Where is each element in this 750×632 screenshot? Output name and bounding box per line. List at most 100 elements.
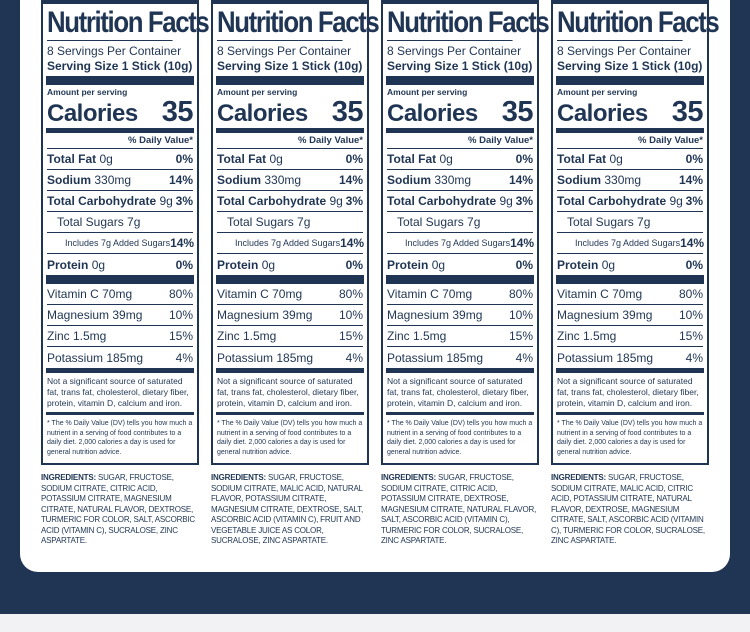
content-card: MANGO Nutrition Facts 8 Servings Per Con…	[20, 0, 730, 572]
potassium: Potassium 185mg	[387, 350, 484, 365]
calories-row: Calories 35	[387, 96, 534, 128]
ingredients: INGREDIENTS: SUGAR, FRUCTOSE, SODIUM CIT…	[41, 473, 199, 547]
carbohydrate-percent: 3%	[685, 194, 703, 208]
flavor-label: ACAI	[213, 0, 367, 4]
total-fat-label: Total Fat	[557, 152, 607, 166]
calories-value: 35	[161, 96, 194, 128]
daily-value-header: % Daily Value*	[557, 133, 703, 149]
calories-label: Calories	[557, 100, 648, 127]
calories-label: Calories	[47, 100, 138, 127]
calories-row: Calories 35	[217, 98, 364, 128]
added-sugars: Includes 7g Added Sugars	[65, 238, 171, 248]
total-fat-label: Total Fat	[47, 152, 97, 166]
potassium-row: Potassium 185mg 4%	[387, 347, 533, 368]
sodium-label: Sodium	[387, 173, 431, 187]
sodium-amount: 330mg	[604, 173, 642, 187]
total-sugars: Total Sugars 7g	[397, 215, 481, 229]
flavor-label: PINEAPPLE COCONUT	[553, 0, 707, 4]
sodium-label: Sodium	[217, 173, 261, 187]
ingredients-label: INGREDIENTS:	[211, 473, 266, 482]
daily-value-footnote: * The % Daily Value (DV) tells you how m…	[216, 412, 364, 459]
magnesium-percent: 10%	[678, 308, 703, 322]
total-sugars: Total Sugars 7g	[57, 215, 141, 229]
serving-size: Serving Size 1 Stick (10g)	[557, 59, 703, 73]
not-significant-source: Not a significant source of saturated fa…	[387, 376, 529, 408]
zinc-row: Zinc 1.5mg 15%	[557, 326, 703, 347]
nutrition-facts-title: Nutrition Facts	[557, 6, 720, 41]
zinc-percent: 15%	[678, 329, 703, 343]
sodium-row: Sodium 330mg 14%	[387, 170, 533, 191]
magnesium-row: Magnesium 39mg 10%	[47, 305, 193, 326]
vitamin-c: Vitamin C 70mg	[557, 287, 643, 301]
ingredients-label: INGREDIENTS:	[381, 473, 436, 482]
amount-per-serving: Amount per serving	[47, 87, 128, 97]
total-fat-amount: 0g	[99, 152, 113, 166]
divider-thick	[556, 275, 704, 284]
total-fat-percent: 0%	[345, 152, 363, 166]
nutrition-facts-panel: PINEAPPLE COCONUT Nutrition Facts 8 Serv…	[551, 0, 720, 465]
added-sugars: Includes 7g Added Sugars	[405, 238, 511, 248]
sodium-label: Sodium	[557, 173, 601, 187]
magnesium-row: Magnesium 39mg 10%	[387, 305, 533, 326]
protein-label: Protein	[557, 257, 599, 272]
potassium-percent: 4%	[515, 350, 533, 365]
divider-medium	[556, 128, 704, 133]
serving-size: Serving Size 1 Stick (10g)	[47, 59, 193, 73]
vitamin-c-row: Vitamin C 70mg 80%	[387, 284, 533, 305]
calories-value: 35	[501, 96, 534, 128]
carbohydrate-percent: 3%	[175, 194, 193, 208]
flavor-column-passion-fruit: PASSION FRUIT Nutrition Facts 8 Servings…	[381, 0, 550, 547]
protein-row: Protein 0g 0%	[47, 254, 193, 275]
sodium-percent: 14%	[508, 173, 533, 187]
potassium: Potassium 185mg	[47, 350, 144, 365]
servings-per-container: 8 Servings Per Container	[387, 44, 522, 58]
calories-label: Calories	[387, 100, 478, 127]
divider-medium	[386, 128, 534, 133]
total-fat-percent: 0%	[685, 152, 703, 166]
nutrition-facts-title: Nutrition Facts	[217, 6, 380, 41]
sodium-row: Sodium 330mg 14%	[217, 170, 363, 191]
flavor-column-mango: MANGO Nutrition Facts 8 Servings Per Con…	[41, 0, 210, 547]
potassium-row: Potassium 185mg 4%	[557, 347, 703, 368]
nutrition-facts-title: Nutrition Facts	[387, 6, 550, 41]
added-sugars-row: Includes 7g Added Sugars 14%	[387, 233, 534, 254]
protein-percent: 0%	[515, 257, 533, 272]
flavor-label: MANGO	[43, 0, 197, 4]
vitamin-c-percent: 80%	[508, 287, 533, 301]
added-sugars-row: Includes 7g Added Sugars 14%	[557, 233, 705, 254]
total-fat-row: Total Fat 0g 0%	[557, 149, 703, 170]
divider-medium	[556, 368, 704, 373]
daily-value-header: % Daily Value*	[47, 133, 193, 149]
carbohydrate-label: Total Carbohydrate	[557, 194, 667, 208]
zinc-percent: 15%	[338, 329, 363, 343]
serving-size: Serving Size 1 Stick (10g)	[217, 59, 363, 73]
ingredients-label: INGREDIENTS:	[41, 473, 96, 482]
magnesium-percent: 10%	[168, 308, 193, 322]
zinc-percent: 15%	[508, 329, 533, 343]
protein-amount: 0g	[91, 257, 106, 272]
magnesium-row: Magnesium 39mg 10%	[217, 305, 363, 326]
protein-percent: 0%	[175, 257, 193, 272]
protein-label: Protein	[217, 257, 259, 272]
protein-row: Protein 0g 0%	[557, 254, 703, 275]
total-fat-row: Total Fat 0g 0%	[387, 149, 533, 170]
sodium-amount: 330mg	[434, 173, 472, 187]
total-fat-label: Total Fat	[217, 152, 267, 166]
carbohydrate-row: Total Carbohydrate 9g 3%	[47, 191, 193, 212]
carbohydrate-percent: 3%	[345, 194, 363, 208]
bottom-strip	[0, 614, 750, 632]
sodium-amount: 330mg	[94, 173, 132, 187]
not-significant-source: Not a significant source of saturated fa…	[47, 376, 189, 408]
not-significant-source: Not a significant source of saturated fa…	[557, 376, 699, 408]
potassium: Potassium 185mg	[217, 350, 314, 365]
added-sugars-percent: 14%	[680, 236, 705, 250]
magnesium-row: Magnesium 39mg 10%	[557, 305, 703, 326]
carbohydrate-amount: 9g	[499, 194, 513, 208]
divider-thick	[46, 76, 194, 85]
calories-row: Calories 35	[557, 98, 704, 128]
total-fat-percent: 0%	[175, 152, 193, 166]
daily-value-header: % Daily Value*	[387, 133, 533, 149]
divider-medium	[46, 128, 194, 133]
protein-label: Protein	[387, 257, 429, 272]
magnesium: Magnesium 39mg	[387, 308, 483, 322]
